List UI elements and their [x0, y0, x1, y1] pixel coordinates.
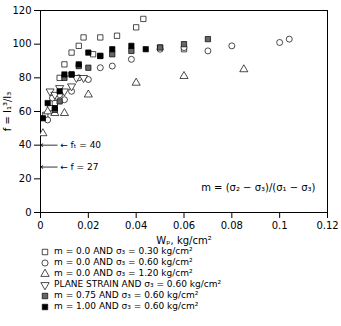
html-text:m = 0.0 AND σ₃ = 1.20 kg/cm²: m = 0.0 AND σ₃ = 1.20 kg/cm²	[54, 268, 193, 278]
svg-text:20: 20	[19, 173, 32, 184]
svg-text:80: 80	[19, 72, 32, 83]
svg-text:0.02: 0.02	[77, 220, 99, 231]
svg-text:0: 0	[37, 220, 43, 231]
svg-text:60: 60	[19, 106, 32, 117]
html-text:m = 0.0 AND σ₃ = 0.60 kg/cm²: m = 0.0 AND σ₃ = 0.60 kg/cm²	[54, 257, 193, 267]
html-text:m = 0.0 AND σ₃ = 0.30 kg/cm²: m = 0.0 AND σ₃ = 0.30 kg/cm²	[54, 246, 193, 256]
svg-text:Wₚ, kg/cm²: Wₚ, kg/cm²	[156, 235, 211, 246]
svg-text:m = (σ₂ − σ₃)/(σ₁ − σ₃): m = (σ₂ − σ₃)/(σ₁ − σ₃)	[201, 182, 315, 193]
svg-text:0: 0	[25, 207, 31, 218]
svg-text:0.12: 0.12	[316, 220, 338, 231]
svg-text:f = I₁³/I₃: f = I₁³/I₃	[2, 92, 13, 132]
svg-text:100: 100	[12, 38, 31, 49]
html-text:PLANE STRAIN AND σ₃ = 0.60 kg/: PLANE STRAIN AND σ₃ = 0.60 kg/cm²	[54, 279, 221, 289]
svg-text:0.08: 0.08	[221, 220, 243, 231]
svg-text:← f = 27: ← f = 27	[60, 162, 98, 172]
svg-text:← fₜ = 40: ← fₜ = 40	[60, 140, 101, 150]
svg-text:0.1: 0.1	[272, 220, 288, 231]
svg-text:0.04: 0.04	[125, 220, 147, 231]
html-text:m = 0.75 AND σ₃ = 0.60 kg/cm²: m = 0.75 AND σ₃ = 0.60 kg/cm²	[54, 290, 199, 300]
svg-text:0.06: 0.06	[173, 220, 195, 231]
svg-text:40: 40	[19, 139, 32, 150]
svg-text:120: 120	[12, 5, 31, 16]
html-text:m = 1.00 AND σ₃ = 0.60 kg/cm²: m = 1.00 AND σ₃ = 0.60 kg/cm²	[54, 301, 199, 311]
